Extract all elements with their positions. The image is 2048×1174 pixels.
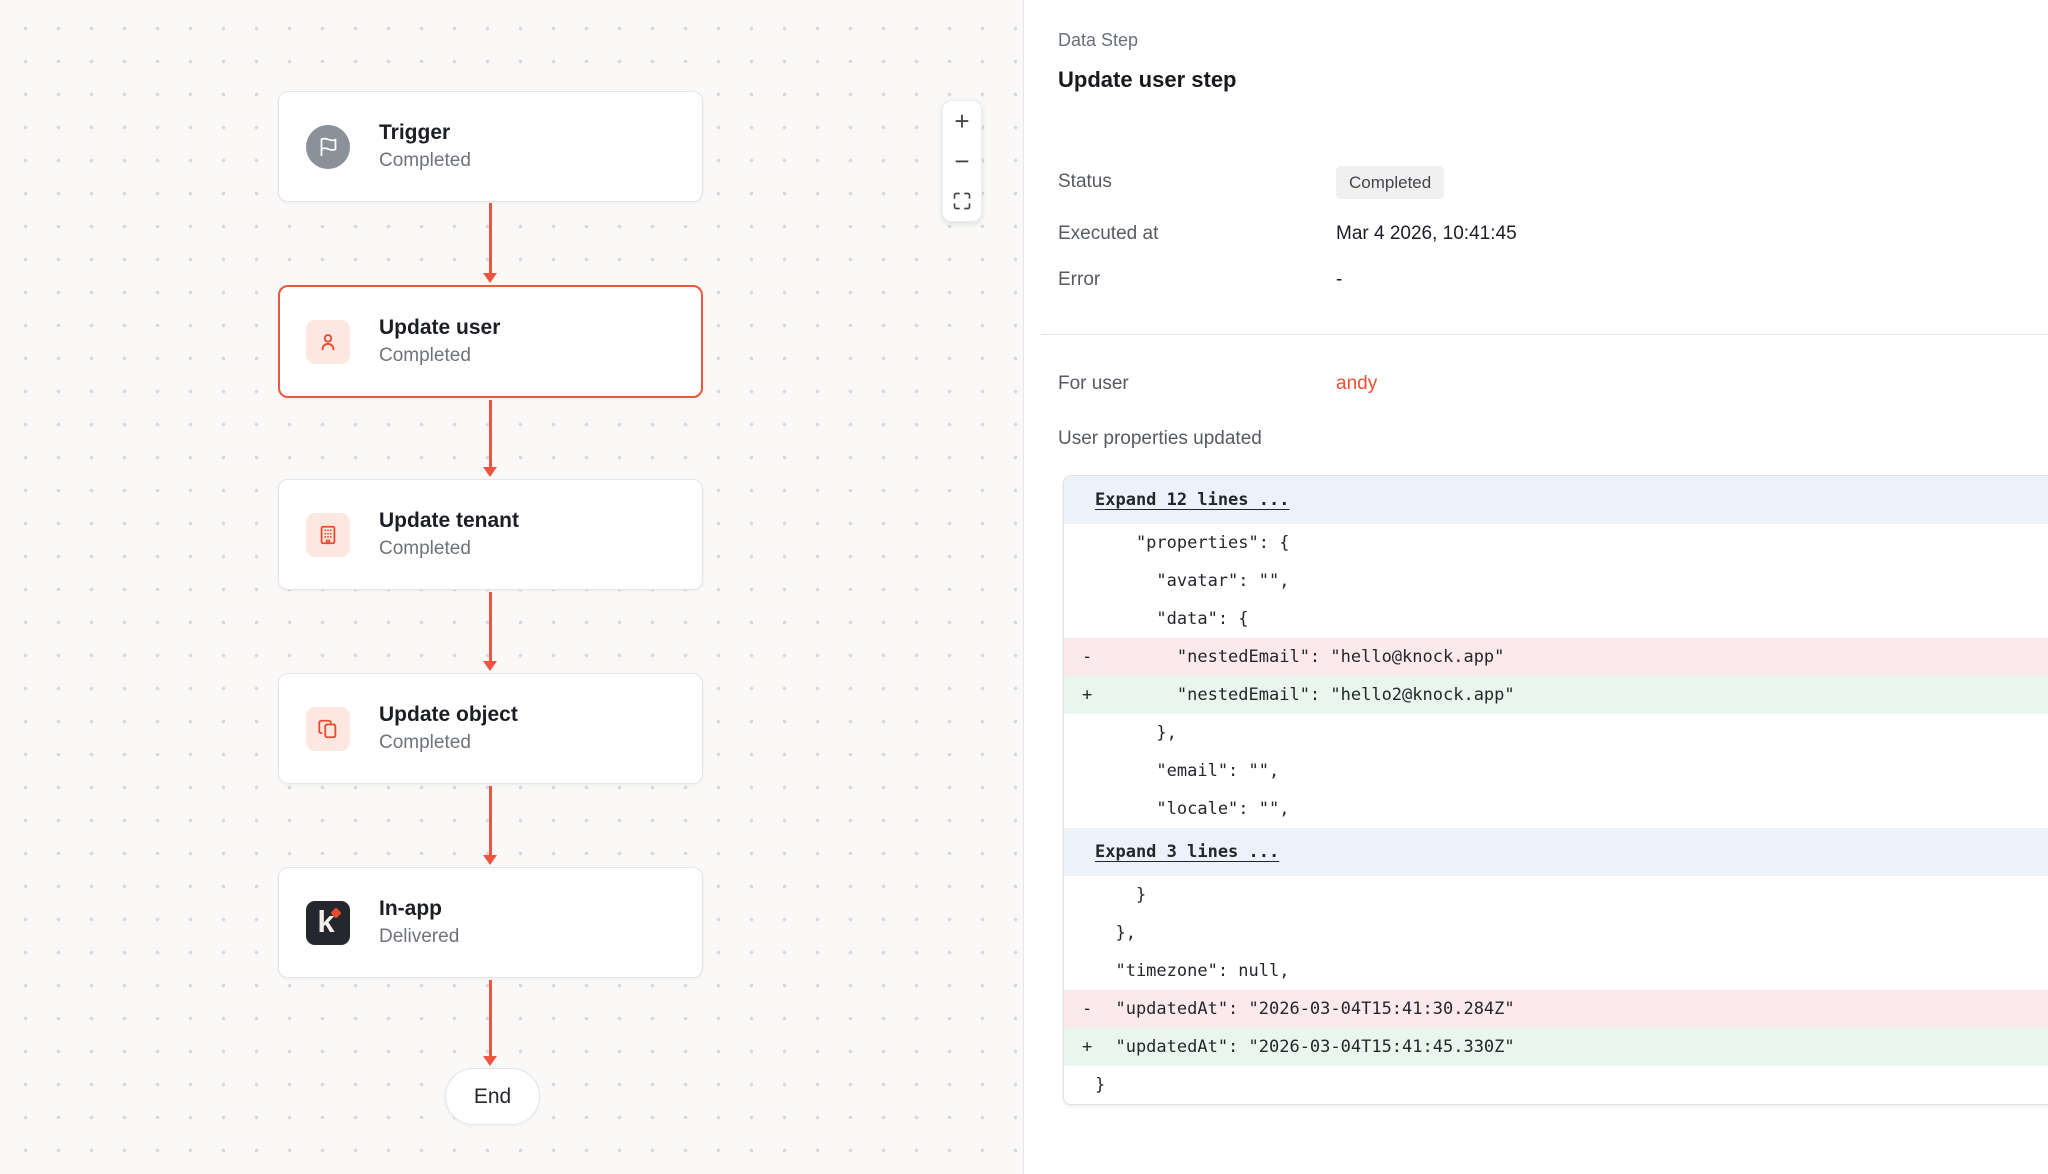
step-type-label: Data Step [1058,30,1139,50]
building-icon [306,512,350,557]
node-title: In-app [379,897,442,920]
diff-line: }, [1095,723,1177,743]
diff-line-added: + "updatedAt": "2026-03-04T15:41:45.330Z… [1064,1028,2048,1066]
field-row-for-user: For user andy [1058,371,2048,397]
field-label: Error [1058,269,1101,290]
knock-logo: k [306,900,350,945]
workflow-node-trigger[interactable]: Trigger Completed [278,91,703,202]
node-status: Completed [379,538,471,559]
section-divider [1041,334,2048,335]
node-status: Completed [379,345,471,366]
page-title: Update user step [1058,67,1237,92]
node-status: Delivered [379,926,460,947]
zoom-out-button[interactable]: − [943,141,981,181]
properties-diff-block: Expand 12 lines ... "properties": { "ava… [1063,475,2048,1105]
node-title: Update user [379,316,501,339]
diff-line-added: + "nestedEmail": "hello2@knock.app" [1064,676,2048,714]
diff-line: } [1095,1075,1106,1095]
connector-arrow [482,786,498,865]
user-link[interactable]: andy [1336,373,1378,394]
error-value: - [1336,269,1343,290]
end-label: End [473,1084,512,1108]
diff-section-heading: User properties updated [1058,428,1262,449]
workflow-node-update-object[interactable]: Update object Completed [278,673,703,784]
diff-line: }, [1095,923,1136,943]
zoom-in-button[interactable]: + [943,101,981,141]
workflow-node-update-user[interactable]: Update user Completed [278,285,703,398]
diff-line: "timezone": null, [1095,961,1290,981]
expand-lines-button[interactable]: Expand 3 lines ... [1064,828,2048,876]
copy-icon [306,706,350,751]
diff-line: "email": "", [1095,761,1280,781]
workflow-node-in-app[interactable]: k In-app Delivered [278,867,703,978]
field-row-error: Error - [1058,267,2048,293]
diff-line-removed: - "updatedAt": "2026-03-04T15:41:30.284Z… [1064,990,2048,1028]
field-row-executed-at: Executed at Mar 4 2026, 10:41:45 [1058,221,2048,247]
connector-arrow [482,203,498,283]
diff-line: } [1095,885,1147,905]
field-row-status: Status Completed [1058,163,2048,201]
node-status: Completed [379,732,471,753]
field-label: Executed at [1058,223,1159,244]
workflow-end-node: End [445,1068,540,1125]
status-badge: Completed [1336,165,1445,199]
connector-arrow [482,980,498,1066]
node-title: Update object [379,703,518,726]
workflow-node-update-tenant[interactable]: Update tenant Completed [278,479,703,590]
field-label: Status [1058,171,1112,192]
diff-line: "locale": "", [1095,799,1290,819]
node-title: Trigger [379,121,451,144]
connector-arrow [482,400,498,477]
flag-icon [306,124,350,169]
expand-lines-button[interactable]: Expand 12 lines ... [1064,476,2048,524]
canvas-zoom-controls: + − [942,100,982,222]
executed-at-value: Mar 4 2026, 10:41:45 [1336,223,1517,244]
diff-line: "data": { [1095,609,1249,629]
diff-line: "avatar": "", [1095,571,1290,591]
node-title: Update tenant [379,509,520,532]
node-status: Completed [379,150,471,171]
step-detail-panel: Data Step Update user step Status Comple… [1025,0,2048,1174]
fit-view-button[interactable] [943,181,981,221]
diff-line: "properties": { [1095,533,1290,553]
workflow-canvas[interactable]: Trigger Completed Update user Completed … [0,0,1024,1174]
fit-view-icon [953,192,971,210]
user-icon [306,319,350,364]
field-label: For user [1058,373,1129,394]
diff-line-removed: - "nestedEmail": "hello@knock.app" [1064,638,2048,676]
connector-arrow [482,592,498,671]
